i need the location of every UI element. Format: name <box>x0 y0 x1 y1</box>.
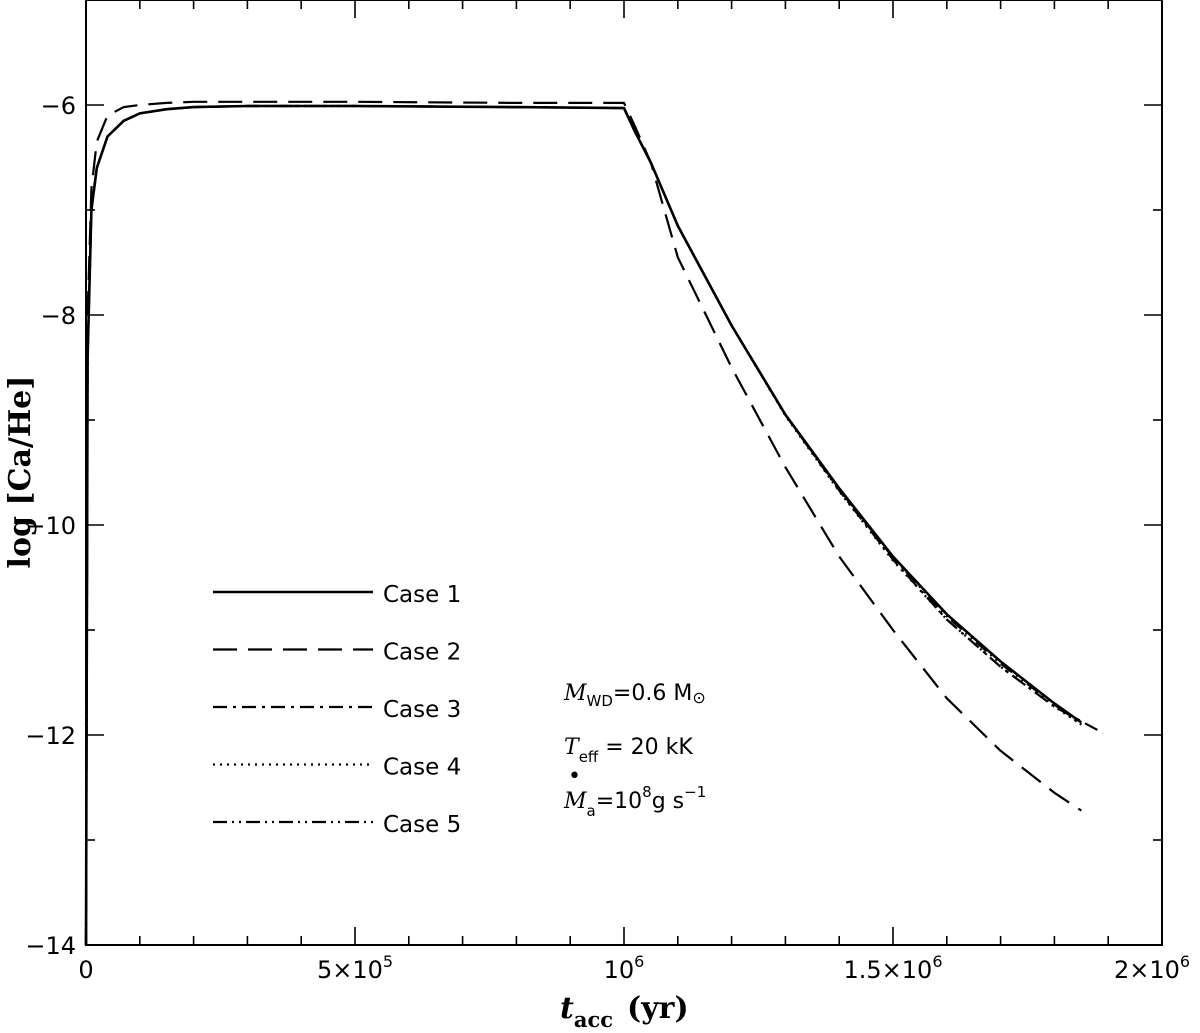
series-line-case-2 <box>84 100 1082 946</box>
axis-ticks <box>85 0 1163 946</box>
series-lines <box>84 100 1104 946</box>
x-tick-label: 2×106 <box>1114 952 1190 984</box>
annotation-mdot: Ma=108g s−1 <box>563 783 706 820</box>
annotation-mdot-dot: • <box>568 764 581 789</box>
x-tick-label: 1.5×106 <box>843 952 942 984</box>
y-tick-label: −6 <box>41 92 76 120</box>
x-tick-label: 106 <box>604 952 645 984</box>
legend-label-case-5: Case 5 <box>383 812 461 838</box>
series-line-case-5 <box>84 104 1082 946</box>
x-axis-title: tacc (yr) <box>560 991 689 1028</box>
legend-label-case-4: Case 4 <box>383 755 461 781</box>
legend-label-case-3: Case 3 <box>383 697 461 723</box>
y-tick-label: −8 <box>41 302 76 330</box>
tick-labels: 0 5×105 106 1.5×106 2×106 −6 −8 −10 −12 −14 <box>25 92 1190 984</box>
y-axis-title: log [Ca/He] <box>3 376 38 569</box>
x-tick-label: 0 <box>78 956 93 984</box>
x-axis-title-unit: (yr) <box>627 991 689 1026</box>
y-tick-label: −10 <box>25 512 76 540</box>
y-tick-label: −12 <box>25 722 76 750</box>
legend-label-case-1: Case 1 <box>383 582 461 608</box>
x-axis-title-sub: acc <box>574 1007 613 1028</box>
legend: Case 1 Case 2 Case 3 Case 4 Case 5 <box>213 582 461 838</box>
x-tick-label: 5×105 <box>317 952 393 984</box>
y-tick-label: −14 <box>25 932 76 960</box>
legend-label-case-2: Case 2 <box>383 640 461 666</box>
x-axis-title-main: t <box>560 991 574 1026</box>
series-line-case-4 <box>84 104 1082 946</box>
series-line-case-1 <box>84 104 1083 946</box>
annotation-teff: Teff = 20 kK <box>564 735 693 766</box>
annotation-box: MWD=0.6 M⊙ Teff = 20 kK • Ma=108g s−1 <box>563 681 706 820</box>
annotation-mass: MWD=0.6 M⊙ <box>563 681 706 710</box>
